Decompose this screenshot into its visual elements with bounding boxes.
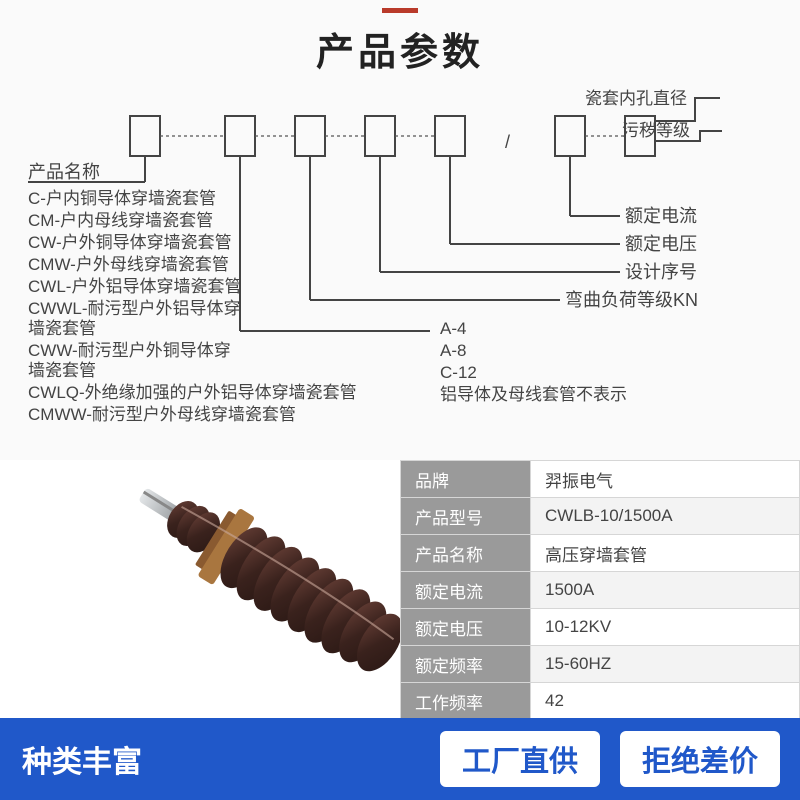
left-item-3: CMW-户外母线穿墙瓷套管 bbox=[28, 255, 229, 274]
left-item-10: CMWW-耐污型户外母线穿墙瓷套管 bbox=[28, 405, 296, 424]
table-row: 产品名称高压穿墙套管 bbox=[401, 535, 800, 572]
left-item-6: 墙瓷套管 bbox=[28, 319, 96, 338]
label-inner-dia: 瓷套内孔直径 bbox=[585, 89, 687, 108]
left-item-9: CWLQ-外绝缘加强的户外铝导体穿墙瓷套管 bbox=[28, 383, 357, 402]
label-rated-current: 额定电流 bbox=[625, 206, 697, 226]
label-bending-load: 弯曲负荷等级KN bbox=[565, 290, 698, 310]
product-card: 品牌羿振电气 产品型号CWLB-10/1500A 产品名称高压穿墙套管 额定电流… bbox=[0, 460, 800, 720]
note-a8: A-8 bbox=[440, 341, 466, 360]
spec-val: CWLB-10/1500A bbox=[531, 498, 800, 535]
label-pollution: 污秽等级 bbox=[622, 121, 690, 140]
left-item-2: CW-户外铜导体穿墙瓷套管 bbox=[28, 233, 232, 252]
label-design-no: 设计序号 bbox=[625, 262, 697, 282]
spec-key: 额定频率 bbox=[401, 646, 531, 683]
spec-val: 15-60HZ bbox=[531, 646, 800, 683]
table-row: 额定电流1500A bbox=[401, 572, 800, 609]
spec-key: 产品名称 bbox=[401, 535, 531, 572]
table-row: 额定电压10-12KV bbox=[401, 609, 800, 646]
note-c12: C-12 bbox=[440, 363, 477, 382]
table-row: 额定频率15-60HZ bbox=[401, 646, 800, 683]
spec-val: 1500A bbox=[531, 572, 800, 609]
label-rated-voltage: 额定电压 bbox=[625, 234, 697, 254]
left-item-0: C-户内铜导体穿墙瓷套管 bbox=[28, 189, 216, 208]
footer-chip-2: 拒绝差价 bbox=[620, 731, 780, 787]
note-alu: 铝导体及母线套管不表示 bbox=[440, 385, 627, 404]
header: 产品参数 bbox=[0, 0, 800, 76]
note-a4: A-4 bbox=[440, 319, 466, 338]
left-list-title: 产品名称 bbox=[28, 162, 100, 182]
table-row: 产品型号CWLB-10/1500A bbox=[401, 498, 800, 535]
page-root: 产品参数 / 瓷套内孔直径 污秽等级 bbox=[0, 0, 800, 800]
left-item-1: CM-户内母线穿墙瓷套管 bbox=[28, 211, 213, 230]
left-item-5: CWWL-耐污型户外铝导体穿 bbox=[28, 299, 240, 318]
footer-chip-1: 工厂直供 bbox=[440, 731, 600, 787]
spec-val: 羿振电气 bbox=[531, 461, 800, 498]
svg-text:/: / bbox=[505, 132, 510, 152]
spec-key: 工作频率 bbox=[401, 683, 531, 720]
footer-banner: 种类丰富 工厂直供 拒绝差价 bbox=[0, 718, 800, 800]
table-row: 品牌羿振电气 bbox=[401, 461, 800, 498]
product-photo bbox=[0, 460, 400, 720]
left-item-7: CWW-耐污型户外铜导体穿 bbox=[28, 341, 231, 360]
spec-key: 额定电流 bbox=[401, 572, 531, 609]
footer-slogan: 种类丰富 bbox=[0, 737, 152, 781]
left-item-8: 墙瓷套管 bbox=[28, 361, 96, 380]
table-row: 工作频率42 bbox=[401, 683, 800, 720]
model-code-diagram: / 瓷套内孔直径 污秽等级 额定电流 额定电压 设计序号 弯曲负荷 bbox=[0, 86, 800, 436]
spec-val: 高压穿墙套管 bbox=[531, 535, 800, 572]
spec-key: 额定电压 bbox=[401, 609, 531, 646]
spec-table: 品牌羿振电气 产品型号CWLB-10/1500A 产品名称高压穿墙套管 额定电流… bbox=[400, 460, 800, 720]
diagram-svg: / 瓷套内孔直径 污秽等级 额定电流 额定电压 设计序号 弯曲负荷 bbox=[0, 86, 800, 436]
page-title: 产品参数 bbox=[0, 21, 800, 76]
header-accent-bar bbox=[382, 8, 418, 13]
footer-right: 工厂直供 拒绝差价 bbox=[440, 718, 800, 800]
spec-val: 42 bbox=[531, 683, 800, 720]
spec-val: 10-12KV bbox=[531, 609, 800, 646]
spec-key: 品牌 bbox=[401, 461, 531, 498]
spec-key: 产品型号 bbox=[401, 498, 531, 535]
left-item-4: CWL-户外铝导体穿墙瓷套管 bbox=[28, 277, 241, 296]
